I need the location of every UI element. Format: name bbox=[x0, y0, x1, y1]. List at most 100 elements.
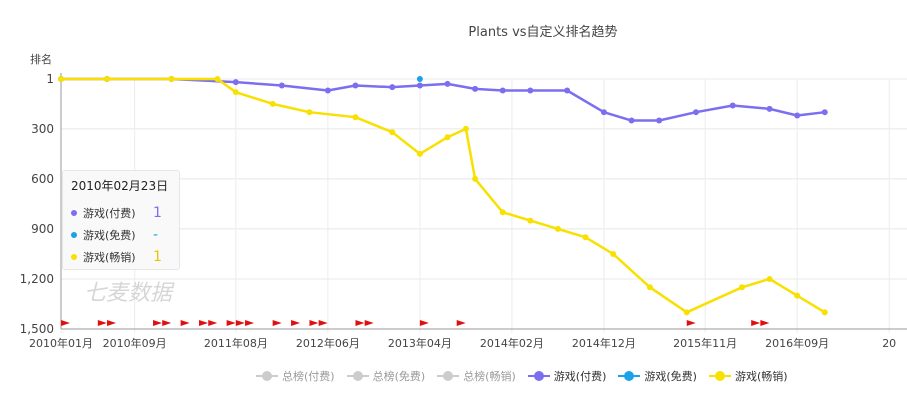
series-point-2 bbox=[232, 89, 239, 96]
series-point-0 bbox=[729, 102, 736, 109]
tooltip-series-name: 游戏(付费) bbox=[83, 207, 136, 220]
flag-icon[interactable] bbox=[153, 320, 163, 329]
series-point-0 bbox=[656, 117, 663, 124]
flag-icon[interactable] bbox=[107, 320, 117, 329]
series-point-0 bbox=[527, 87, 534, 94]
series-point-2 bbox=[462, 125, 469, 132]
tooltip-row: 游戏(免费) - bbox=[71, 224, 171, 246]
series-point-2 bbox=[646, 284, 653, 291]
legend-marker-icon bbox=[618, 371, 641, 381]
series-point-0 bbox=[352, 82, 359, 89]
flag-icon[interactable] bbox=[180, 320, 190, 329]
series-dot-icon bbox=[71, 210, 77, 216]
flag-icon[interactable] bbox=[419, 320, 429, 329]
series-dot-icon bbox=[71, 232, 77, 238]
flag-icon[interactable] bbox=[456, 320, 466, 329]
series-point-2 bbox=[306, 109, 313, 116]
flag-icon[interactable] bbox=[208, 320, 218, 329]
x-tick-label: 20 bbox=[882, 337, 896, 350]
series-point-2 bbox=[389, 129, 396, 136]
series-point-0 bbox=[389, 84, 396, 91]
x-tick-label: 2014年02月 bbox=[480, 336, 544, 350]
series-point-0 bbox=[600, 109, 607, 116]
x-tick-label: 2015年11月 bbox=[673, 336, 737, 350]
series-point-2 bbox=[554, 225, 561, 232]
flag-icon[interactable] bbox=[760, 320, 770, 329]
series-point-2 bbox=[58, 76, 64, 82]
flag-icon[interactable] bbox=[199, 320, 209, 329]
flag-icon[interactable] bbox=[226, 320, 236, 329]
series-point-0 bbox=[416, 82, 423, 89]
y-tick-label: 600 bbox=[31, 172, 54, 186]
tooltip-series-value: 1 bbox=[153, 249, 162, 265]
series-point-2 bbox=[527, 217, 534, 224]
series-point-0 bbox=[766, 105, 773, 112]
legend-label: 游戏(免费) bbox=[644, 370, 697, 383]
series-point-2 bbox=[683, 309, 690, 316]
legend-label: 总榜(免费) bbox=[372, 370, 426, 383]
legend-item[interactable]: 游戏(畅销) bbox=[708, 368, 788, 384]
x-tick-label: 2012年06月 bbox=[296, 336, 360, 350]
flag-icon[interactable] bbox=[751, 320, 761, 329]
flag-icon[interactable] bbox=[97, 320, 107, 329]
legend-item[interactable]: 总榜(免费) bbox=[346, 368, 426, 384]
series-point-0 bbox=[564, 87, 571, 94]
legend-item[interactable]: 游戏(付费) bbox=[527, 368, 607, 384]
flag-icon[interactable] bbox=[355, 320, 365, 329]
flag-icon[interactable] bbox=[318, 320, 328, 329]
legend-item[interactable]: 总榜(畅销) bbox=[437, 368, 516, 384]
series-point-0 bbox=[444, 80, 451, 87]
series-point-0 bbox=[692, 109, 699, 116]
chart-legend: 总榜(付费) 总榜(免费) 总榜(畅销) 游戏(付费) 游戏(免费) 游戏(畅销) bbox=[256, 368, 800, 384]
series-point-2 bbox=[821, 309, 828, 316]
legend-item[interactable]: 游戏(免费) bbox=[618, 368, 697, 384]
flag-icon[interactable] bbox=[61, 320, 70, 329]
y-tick-label: 900 bbox=[31, 222, 54, 236]
series-point-2 bbox=[499, 209, 506, 216]
series-point-2 bbox=[444, 134, 451, 141]
series-point-2 bbox=[738, 284, 745, 291]
flag-icon[interactable] bbox=[364, 320, 374, 329]
flag-icon[interactable] bbox=[235, 320, 245, 329]
legend-label: 游戏(付费) bbox=[553, 370, 607, 383]
series-point-2 bbox=[582, 234, 589, 241]
series-point-2 bbox=[104, 76, 111, 82]
legend-label: 总榜(畅销) bbox=[463, 370, 516, 383]
legend-label: 总榜(付费) bbox=[282, 370, 335, 383]
x-tick-label: 2010年01月 bbox=[29, 336, 93, 350]
tooltip-series-value: 1 bbox=[153, 205, 162, 221]
flag-icon[interactable] bbox=[686, 320, 696, 329]
tooltip-series-name: 游戏(畅销) bbox=[83, 251, 136, 264]
series-point-2 bbox=[416, 150, 423, 157]
series-point-2 bbox=[472, 175, 479, 182]
watermark: 七麦数据 bbox=[84, 281, 175, 306]
x-tick-label: 2010年09月 bbox=[103, 336, 167, 350]
tooltip-row: 游戏(付费) 1 bbox=[71, 202, 171, 224]
flag-icon[interactable] bbox=[162, 320, 172, 329]
legend-marker-icon bbox=[708, 371, 731, 381]
flag-icon[interactable] bbox=[291, 320, 301, 329]
x-tick-label: 2016年09月 bbox=[765, 336, 829, 350]
legend-marker-icon bbox=[256, 371, 278, 381]
tooltip-date: 2010年02月23日 bbox=[71, 179, 169, 193]
x-tick-label: 2013年04月 bbox=[388, 336, 452, 350]
series-point-0 bbox=[324, 87, 331, 94]
y-axis-label: 排名 bbox=[30, 52, 52, 66]
series-point-0 bbox=[232, 79, 239, 86]
series-point-0 bbox=[278, 82, 285, 89]
series-point-0 bbox=[794, 112, 801, 119]
chart-title: Plants vs自定义排名趋势 bbox=[468, 24, 617, 40]
legend-item[interactable]: 总榜(付费) bbox=[256, 368, 335, 384]
legend-marker-icon bbox=[437, 371, 460, 381]
flag-icon[interactable] bbox=[245, 320, 255, 329]
series-point-2 bbox=[269, 100, 276, 107]
x-tick-label: 2014年12月 bbox=[572, 336, 636, 350]
legend-label: 游戏(畅销) bbox=[734, 370, 788, 383]
flag-icon[interactable] bbox=[272, 320, 282, 329]
series-point-0 bbox=[821, 109, 828, 116]
chart-tooltip: 2010年02月23日 游戏(付费) 1 游戏(免费) - 游戏(畅销) 1 bbox=[62, 170, 180, 270]
flag-icon[interactable] bbox=[309, 320, 319, 329]
series-line-0 bbox=[61, 77, 825, 122]
series-point-2 bbox=[168, 76, 175, 82]
